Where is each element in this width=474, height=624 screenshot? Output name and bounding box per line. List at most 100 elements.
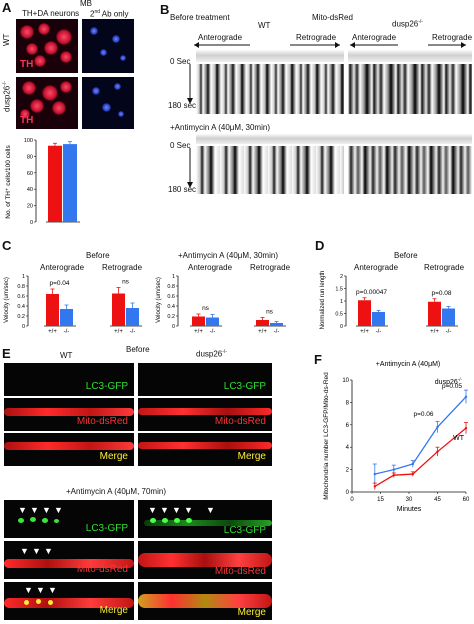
fluor-ko-before-lc3: LC3-GFP xyxy=(138,363,272,396)
x-tick-label: 60 xyxy=(463,497,470,503)
panel-d-before: Before xyxy=(394,251,418,260)
kymograph-treat-strip xyxy=(196,134,472,144)
y-tick-label: 60 xyxy=(27,171,33,177)
panel-c-treat: +Antimycin A (40μM, 30min) xyxy=(178,251,278,260)
x-tick-label: +/+ xyxy=(430,329,439,335)
y-tick-label: 4 xyxy=(346,445,350,451)
fluor-ko-before-mito: Mito-dsRed xyxy=(138,398,272,431)
fluor-wt-treat-lc3: ▼ ▼ ▼ ▼ LC3-GFP xyxy=(4,500,134,538)
panel-c-treat-retro: Retrograde xyxy=(250,263,291,272)
arrowhead-icon: ▼ xyxy=(48,585,57,595)
x-tick-label: +/+ xyxy=(48,329,57,335)
y-tick-label: 100 xyxy=(24,138,33,144)
panel-b-t180-top: 180 sec xyxy=(168,101,197,110)
fluor-ko-treat-mito: Mito-dsRed xyxy=(138,541,272,579)
kymograph-ko-before xyxy=(348,64,472,114)
bar xyxy=(270,323,283,326)
data-point xyxy=(464,395,468,398)
arrowhead-icon: ▼ xyxy=(148,505,157,515)
bar xyxy=(126,308,139,326)
fluor-ko-before-merge: Merge xyxy=(138,433,272,466)
y-tick-label: 10 xyxy=(342,378,349,384)
data-point xyxy=(392,474,395,477)
panel-d-chart: 0 0.5 1 1.5 2 +/+ -/- p=0.00047 +/+ -/- p=0.08 Norm… xyxy=(320,271,458,335)
kymograph-ko-treat xyxy=(348,146,472,194)
panel-d-antero: Anterograde xyxy=(354,263,399,272)
fluor-label-lc3: LC3-GFP xyxy=(85,523,128,534)
arrowhead-icon: ▼ xyxy=(172,505,181,515)
panel-b-mito-label: Mito-dsRed xyxy=(312,13,353,22)
kymograph-wt-before-strip xyxy=(196,50,344,62)
panel-b-t0-top: 0 Sec xyxy=(170,57,191,66)
bar xyxy=(48,145,62,222)
arrowhead-icon: ▼ xyxy=(206,505,215,515)
annotation: ns xyxy=(122,279,130,286)
y-tick-label: 2 xyxy=(340,274,343,280)
annotation: p=0.04 xyxy=(49,280,69,287)
fluor-wt-before-merge: Merge xyxy=(4,433,134,466)
panel-b-time-arrow-top xyxy=(187,64,193,104)
data-point xyxy=(464,426,468,430)
y-tick-label: 1 xyxy=(22,274,25,280)
x-tick-label: -/- xyxy=(210,329,216,335)
panel-b-before-label: Before treatment xyxy=(170,13,230,22)
data-point xyxy=(411,462,414,466)
fluor-wt-treat-merge: ▼ ▼ ▼ Merge xyxy=(4,582,134,620)
panel-a-row-wt: WT xyxy=(2,33,11,46)
fluor-wt-before-lc3: LC3-GFP xyxy=(4,363,134,396)
panel-b-ko-retro: Retrograde xyxy=(432,33,473,42)
y-axis-label: Velocity (um/sec) xyxy=(156,277,162,323)
arrowhead-icon: ▼ xyxy=(184,505,193,515)
micrograph-ko-th: TH xyxy=(16,77,78,129)
panel-letter-b: B xyxy=(160,2,170,17)
kymograph-ko-before-strip xyxy=(348,50,472,62)
data-point xyxy=(392,468,395,471)
panel-letter-c: C xyxy=(2,238,12,253)
x-tick-label: +/+ xyxy=(258,329,267,335)
bar xyxy=(60,309,73,326)
annotation: p=0.00047 xyxy=(356,289,387,296)
bar xyxy=(63,144,77,222)
arrowhead-icon: ▼ xyxy=(20,546,29,556)
x-axis-label: Minutes xyxy=(397,506,422,513)
bar xyxy=(112,293,125,326)
x-tick-label: 15 xyxy=(377,497,384,503)
y-tick-label: 80 xyxy=(27,154,33,160)
arrowhead-icon: ▼ xyxy=(42,505,51,515)
y-tick-label: 0.5 xyxy=(335,312,343,318)
stain-label-ko: TH xyxy=(20,115,34,126)
y-tick-label: 0.6 xyxy=(167,294,175,300)
y-tick-label: 6 xyxy=(346,423,350,429)
panel-c-before: Before xyxy=(86,251,110,260)
y-axis-label: Mitochondria number LC3-GFP/Mito-ds-Red xyxy=(323,372,330,500)
x-tick-label: 0 xyxy=(350,497,354,503)
arrowhead-icon: ▼ xyxy=(24,585,33,595)
y-tick-label: 0.4 xyxy=(167,304,175,310)
series-label-wt: WT xyxy=(453,435,465,442)
panel-b-time-arrow-bottom xyxy=(187,148,193,188)
y-tick-label: 2 xyxy=(346,468,350,474)
fluor-wt-before-mito: Mito-dsRed xyxy=(4,398,134,431)
panel-e-treat: +Antimycin A (40μM, 70min) xyxy=(66,487,166,496)
data-point xyxy=(436,425,439,429)
y-tick-label: 0 xyxy=(22,324,25,330)
panel-a-header: MB xyxy=(80,0,92,8)
fluor-label-lc3: LC3-GFP xyxy=(223,525,266,536)
fluor-label-lc3: LC3-GFP xyxy=(85,381,128,392)
panel-letter-e: E xyxy=(2,346,11,361)
y-tick-label: 1 xyxy=(172,274,175,280)
stain-label-wt: TH xyxy=(20,59,34,70)
y-tick-label: 0.8 xyxy=(17,284,25,290)
y-tick-label: 0.4 xyxy=(17,304,25,310)
fluor-label-merge: Merge xyxy=(237,607,266,618)
fluor-label-mito: Mito-dsRed xyxy=(76,564,128,575)
panel-b-t0-bottom: 0 Sec xyxy=(170,141,191,150)
x-tick-label: -/- xyxy=(446,329,452,335)
fluor-label-merge: Merge xyxy=(99,605,128,616)
x-tick-label: 45 xyxy=(434,497,441,503)
series-label-ko: dusp26-/- xyxy=(435,377,463,386)
fluor-ko-treat-lc3: ▼ ▼ ▼ ▼ ▼ LC3-GFP xyxy=(138,500,272,538)
data-point xyxy=(411,472,414,476)
bar xyxy=(372,312,385,326)
y-axis-label: Velocity (um/sec) xyxy=(4,277,10,323)
